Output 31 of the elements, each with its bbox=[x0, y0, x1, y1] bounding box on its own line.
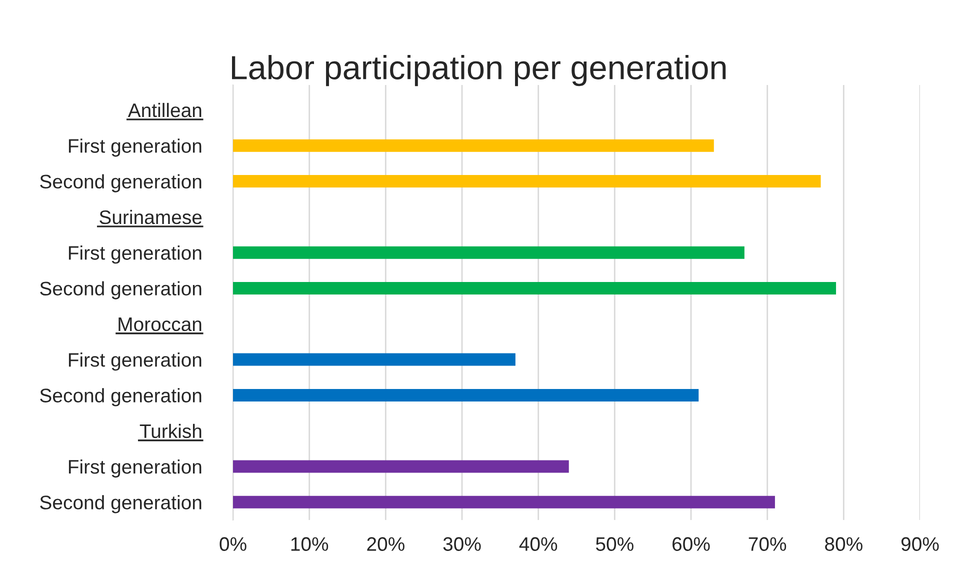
bar bbox=[233, 282, 836, 294]
y-tick-label: First generation bbox=[68, 459, 202, 478]
x-tick-label: 20% bbox=[367, 537, 404, 551]
y-tick-label: First generation bbox=[68, 138, 202, 157]
y-tick-label: Second generation bbox=[40, 495, 202, 514]
bar bbox=[233, 460, 569, 473]
y-tick-label: First generation bbox=[68, 246, 202, 264]
y-tick-label: Moroccan bbox=[118, 318, 202, 332]
x-tick-label: 80% bbox=[825, 537, 862, 551]
x-tick-label: 90% bbox=[901, 537, 939, 551]
bar bbox=[233, 246, 744, 259]
bar bbox=[233, 139, 714, 152]
chart-title: Labor participation per generation bbox=[232, 55, 726, 86]
x-tick-label: 40% bbox=[519, 537, 558, 551]
x-tick-label: 70% bbox=[748, 537, 786, 551]
y-tick-label: Antillean bbox=[128, 102, 202, 118]
bar bbox=[233, 388, 699, 402]
x-tick-label: 50% bbox=[596, 537, 634, 551]
bar bbox=[233, 353, 516, 366]
y-tick-label: Second generation bbox=[40, 388, 202, 406]
y-tick-label: Second generation bbox=[40, 281, 202, 300]
y-tick-label: Turkish bbox=[140, 424, 202, 438]
y-tick-label: First generation bbox=[68, 352, 202, 371]
y-tick-label: Second generation bbox=[40, 174, 202, 192]
x-tick-label: 30% bbox=[443, 537, 481, 551]
y-tick-label: Surinamese bbox=[100, 210, 202, 224]
bar bbox=[233, 496, 775, 508]
x-tick-label: 0% bbox=[220, 537, 246, 551]
x-tick-label: 10% bbox=[291, 537, 328, 551]
x-tick-label: 60% bbox=[672, 537, 710, 551]
bar bbox=[233, 175, 821, 188]
